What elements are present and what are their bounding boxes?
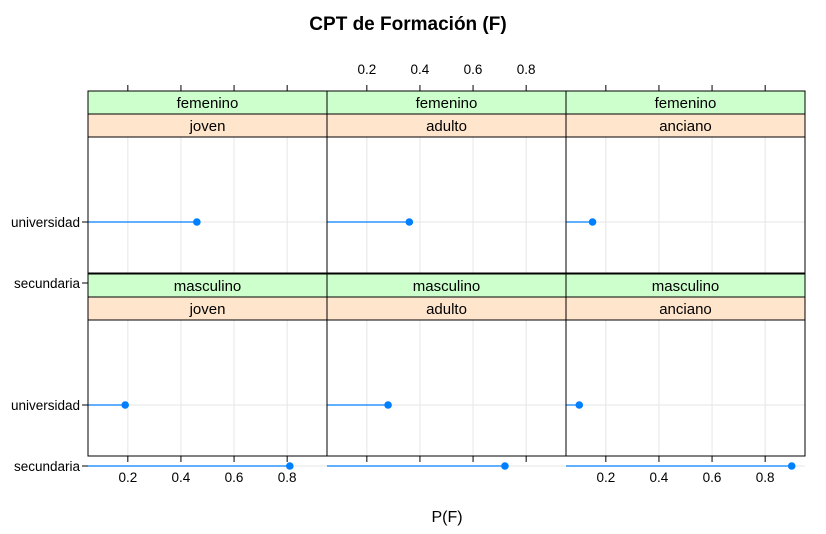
panel-masculino-anciano: masculino anciano [565, 273, 806, 470]
y-tick-label: secundaria [14, 276, 81, 291]
strip-sexo-label: femenino [177, 95, 239, 112]
panel-femenino-adulto: femenino adulto [326, 90, 567, 287]
x-tick-label-bottom: 0.6 [703, 470, 722, 485]
y-tick-label: universidad [11, 398, 80, 413]
point-universidad [588, 218, 597, 226]
plot-area [566, 320, 805, 456]
x-tick-label-bottom: 0.2 [596, 470, 615, 485]
point-universidad [384, 401, 392, 409]
point-universidad [405, 218, 414, 226]
x-axis-label: P(F) [431, 509, 462, 526]
strip-edad-label: adulto [426, 118, 467, 135]
panel-masculino-joven: masculino joven [87, 273, 328, 470]
point-secundaria [286, 462, 294, 470]
plot-area [327, 137, 566, 273]
strip-sexo-label: masculino [652, 278, 720, 295]
plot-area [88, 320, 327, 456]
strip-edad-label: joven [189, 301, 226, 318]
x-tick-label-top: 0.4 [411, 62, 430, 77]
x-tick-label-bottom: 0.8 [278, 470, 297, 485]
x-tick-label-bottom: 0.4 [172, 470, 191, 485]
plot-area [88, 137, 327, 273]
plot-area [327, 320, 566, 456]
x-tick-label-top: 0.2 [357, 62, 376, 77]
axes-layer: universidad secundaria universidad secundar… [11, 62, 775, 485]
panel-frame [565, 319, 806, 457]
plot-area [566, 137, 805, 273]
strip-sexo-label: femenino [655, 95, 717, 112]
point-universidad [193, 218, 201, 226]
strip-edad-label: anciano [659, 118, 712, 135]
panel-femenino-anciano: femenino anciano [565, 90, 806, 287]
point-secundaria [501, 462, 509, 470]
strip-edad-label: anciano [659, 301, 712, 318]
panel-masculino-adulto: masculino adulto [326, 273, 567, 470]
strip-sexo-label: masculino [413, 278, 481, 295]
strip-sexo-label: masculino [174, 278, 242, 295]
y-tick-label: secundaria [14, 459, 81, 474]
strip-edad-label: joven [189, 118, 226, 135]
x-tick-label-bottom: 0.8 [756, 470, 775, 485]
strip-sexo-label: femenino [416, 95, 478, 112]
point-secundaria [787, 462, 796, 470]
y-tick-label: universidad [11, 215, 80, 230]
x-tick-label-bottom: 0.6 [225, 470, 244, 485]
point-universidad [121, 401, 129, 409]
panels-layer: femenino joven femenino adulto femenino ancia… [87, 90, 806, 470]
chart-title: CPT de Formación (F) [309, 14, 506, 35]
x-tick-label-bottom: 0.4 [650, 470, 669, 485]
x-tick-label-top: 0.6 [464, 62, 483, 77]
strip-edad-label: adulto [426, 301, 467, 318]
panel-femenino-joven: femenino joven [87, 90, 328, 287]
point-universidad [575, 401, 584, 409]
panel-frame [565, 136, 806, 274]
x-tick-label-bottom: 0.2 [118, 470, 137, 485]
x-tick-label-top: 0.8 [517, 62, 536, 77]
